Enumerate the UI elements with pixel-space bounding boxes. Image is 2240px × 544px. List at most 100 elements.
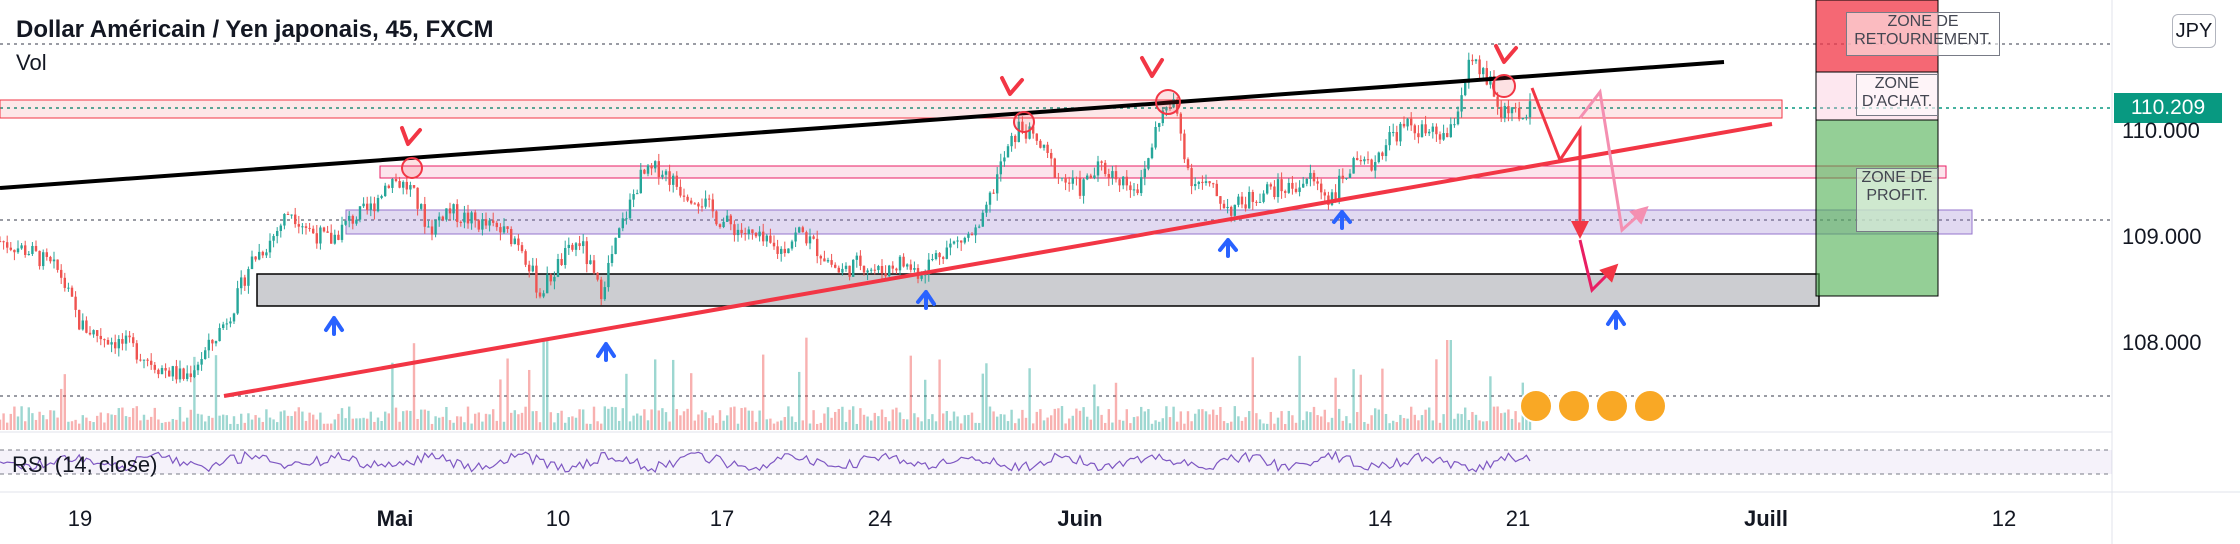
candle-body [1316, 181, 1319, 184]
volume-bar [150, 416, 153, 430]
volume-bar [1024, 417, 1028, 430]
volume-bar [567, 417, 570, 430]
candle-body [1086, 175, 1089, 180]
candle-body [96, 330, 99, 336]
candle-body [898, 256, 902, 271]
candle-body [974, 227, 977, 236]
volume-bar [726, 415, 729, 430]
rsi-indicator-label[interactable]: RSI (14, close) [12, 452, 158, 477]
candle-body [70, 287, 74, 297]
candle-body [315, 233, 318, 244]
volume-bar [1251, 357, 1254, 430]
candle-body [1284, 191, 1287, 193]
candle-body [366, 203, 369, 210]
volume-bar [1222, 421, 1226, 430]
volume-bar [128, 416, 131, 430]
volume-bar [1302, 420, 1305, 430]
candle-body [1032, 126, 1035, 134]
candle-body [1262, 193, 1265, 202]
volume-bar [1039, 409, 1042, 430]
volume-bar [970, 412, 974, 430]
x-tick-label: 19 [67, 506, 93, 531]
volume-bar [981, 373, 984, 430]
candle-body [488, 220, 491, 226]
candle-body [430, 226, 434, 235]
candle-body [106, 339, 110, 345]
red-down-arrows [400, 44, 1518, 146]
candle-body [222, 324, 225, 328]
volume-bar [477, 412, 480, 430]
candle-body [1366, 159, 1370, 161]
volume-bar [553, 422, 556, 430]
volume-bar [1399, 414, 1402, 430]
candle-body [1068, 182, 1071, 184]
candle-body [344, 220, 347, 225]
candle-body [1518, 107, 1521, 120]
blue-up-arrow-3 [916, 290, 936, 310]
volume-bar [891, 409, 894, 430]
candle-body [538, 292, 542, 297]
candle-body [614, 237, 617, 255]
candle-body [1381, 152, 1384, 157]
volume-bar [657, 410, 660, 430]
volume-bar [344, 418, 347, 430]
volume-bar [592, 406, 596, 430]
volume-bar [243, 422, 246, 430]
candle-body [362, 203, 365, 207]
volume-bar [308, 412, 311, 430]
candle-body [308, 227, 311, 229]
volume-bar [618, 420, 621, 430]
candle-body [1136, 189, 1139, 194]
candle-body [1467, 59, 1470, 83]
volume-bar [1060, 406, 1064, 430]
volume-bar [301, 411, 304, 430]
candle-body [402, 181, 405, 188]
volume-bar [178, 406, 182, 430]
volume-bar [668, 421, 671, 430]
volume-bar [416, 418, 419, 430]
candle-body [193, 370, 196, 378]
candle-body [870, 269, 873, 271]
candle-body [1287, 182, 1290, 193]
candle-body [1053, 158, 1056, 178]
volume-bar [294, 411, 297, 430]
volume-bar [985, 363, 988, 430]
volume-bar [348, 406, 351, 430]
volume-bar [1496, 406, 1499, 430]
volume-bar [85, 417, 88, 430]
volume-indicator-label[interactable]: Vol [16, 50, 47, 75]
candle-body [578, 243, 581, 247]
candle-body [1269, 184, 1272, 187]
red-down-arrow-3 [1140, 56, 1164, 78]
volume-bar [873, 412, 876, 430]
candle-body [740, 229, 743, 234]
volume-bar [520, 412, 524, 430]
volume-bar [1064, 423, 1067, 430]
volume-bar [1449, 340, 1452, 430]
candle-body [873, 269, 876, 271]
candle-body [758, 231, 761, 237]
volume-bar [1456, 413, 1460, 430]
volume-bar [1287, 410, 1290, 430]
currency-badge[interactable]: JPY [2172, 14, 2216, 48]
candle-body [63, 277, 66, 288]
candle-body [326, 231, 329, 233]
candle-body [625, 218, 628, 220]
volume-bar [1406, 418, 1409, 430]
volume-bar [672, 359, 675, 430]
volume-bar [434, 416, 437, 430]
candle-body [1111, 171, 1114, 178]
volume-bar [182, 421, 185, 430]
volume-bar [1168, 417, 1172, 430]
candle-body [794, 232, 797, 242]
candle-body [1122, 176, 1125, 186]
volume-bar [664, 412, 668, 430]
candle-body [1064, 177, 1067, 183]
volume-bar [1417, 420, 1420, 430]
volume-bar [38, 411, 41, 430]
volume-bar [380, 420, 383, 430]
candle-body [1294, 188, 1298, 192]
volume-bar [790, 416, 794, 430]
volume-bar [952, 411, 956, 430]
